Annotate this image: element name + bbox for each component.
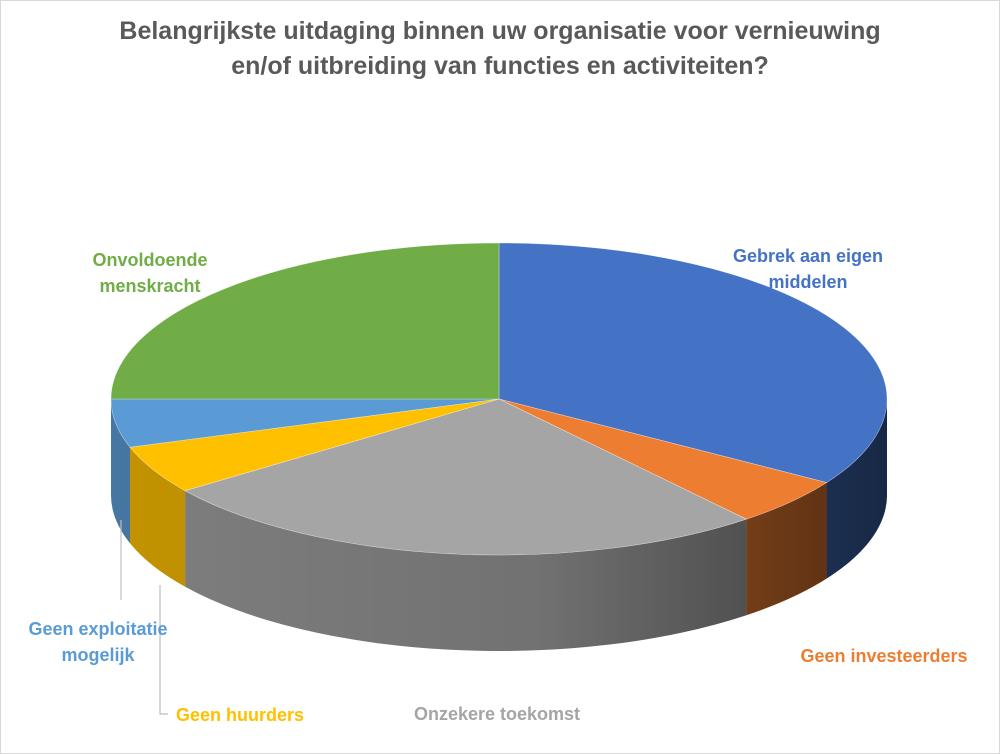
pie-slice-gebrek-aan-eigen-middelen[interactable]: [498, 242, 888, 483]
leader-lines: [120, 520, 168, 715]
label-gebrek-aan-eigen-middelen: Gebrek aan eigen middelen: [733, 246, 883, 292]
label-geen-exploitatie-mogelijk: Geen exploitatie mogelijk: [28, 619, 167, 665]
label-geen-investeerders: Geen investeerders: [800, 646, 967, 666]
leader-line-geen-huurders: [159, 585, 168, 715]
label-onzekere-toekomst: Onzekere toekomst: [414, 704, 580, 724]
chart-title-line-2: en/of uitbreiding van functies en activi…: [231, 52, 769, 80]
chart-title: Belangrijkste uitdaging binnen uw organi…: [0, 14, 1000, 84]
label-onvoldoende-menskracht: Onvoldoende menskracht: [92, 250, 207, 296]
slice-labels: Gebrek aan eigen middelen Geen investeerde…: [28, 246, 967, 725]
pie-slice-onzekere-toekomst[interactable]: [184, 398, 748, 556]
side-shading: [111, 399, 887, 651]
pie-tops: [110, 242, 888, 556]
pie-slice-onvoldoende-menskracht[interactable]: [110, 242, 500, 400]
chart-title-line-1: Belangrijkste uitdaging binnen uw organi…: [119, 17, 881, 45]
label-geen-huurders: Geen huurders: [176, 705, 304, 725]
pie-sides: [111, 399, 887, 651]
